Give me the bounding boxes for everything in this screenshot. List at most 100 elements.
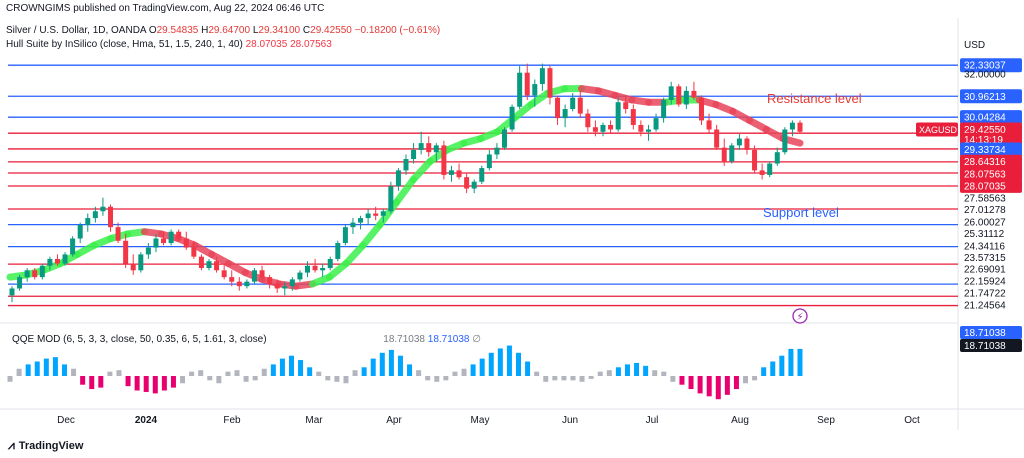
hull-indicator-name: Hull Suite by InSilico (close, Hma, 51, …	[6, 39, 243, 50]
candle-body	[517, 72, 523, 107]
qqe-bar	[652, 370, 658, 376]
candle-body	[608, 124, 614, 130]
qqe-bar	[561, 376, 567, 381]
price-label: 30.96213	[964, 92, 1006, 103]
qqe-bar	[107, 371, 113, 376]
event-marker-icon	[792, 308, 808, 324]
change-value: −0.18200 (−0.61%)	[354, 25, 441, 36]
candle-body	[365, 213, 371, 219]
qqe-bar	[688, 376, 694, 390]
candle-body	[214, 261, 220, 271]
price-label: 29.33734	[964, 145, 1006, 156]
high-value: 29.64700	[208, 25, 251, 36]
qqe-bar	[225, 371, 231, 376]
candle-body	[691, 90, 697, 98]
candle-body	[39, 265, 45, 278]
candle-body	[471, 181, 477, 189]
price-label: 30.04284	[964, 113, 1006, 124]
candle-body	[161, 238, 167, 244]
time-tick-2024: 2024	[135, 415, 158, 426]
hull-legend: Hull Suite by InSilico (close, Hma, 51, …	[6, 39, 332, 50]
price-label: 22.69091	[964, 265, 1006, 276]
qqe-bar	[198, 370, 204, 376]
candle-body	[638, 124, 644, 132]
qqe-bar	[152, 376, 158, 394]
symbol-legend: Silver / U.S. Dollar, 1D, OANDA O29.5483…	[6, 25, 441, 36]
qqe-bar	[298, 360, 304, 376]
candle-body	[380, 211, 386, 216]
qqe-bar	[61, 364, 67, 376]
qqe-bar	[279, 358, 285, 376]
candle-body	[274, 283, 280, 289]
candle-body	[100, 206, 106, 212]
candle-body	[524, 72, 530, 96]
tradingview-logo-icon: ⩘	[8, 438, 15, 452]
symbol-name: Silver / U.S. Dollar, 1D, OANDA	[6, 25, 147, 36]
price-label-bg	[960, 154, 1022, 169]
qqe-indicator-name: QQE MOD (6, 5, 3, 3, close, 50, 0.35, 6,…	[12, 334, 267, 345]
price-label: 32.00000	[964, 69, 1006, 80]
price-label: 21.74722	[964, 289, 1006, 300]
candle-body	[373, 213, 379, 216]
qqe-axis-label: 18.71038	[964, 328, 1006, 339]
candle-body	[661, 99, 667, 119]
price-label: 28.07035	[964, 181, 1006, 192]
candle-body	[138, 254, 144, 271]
tradingview-brand: TradingView	[18, 439, 84, 452]
candle-body	[289, 279, 295, 287]
qqe-bar	[752, 376, 758, 381]
candle-body	[320, 268, 326, 271]
qqe-bar	[252, 376, 258, 381]
hull-value-1: 28.07035	[245, 39, 288, 50]
candle-body	[623, 102, 629, 110]
candle-body	[350, 222, 356, 228]
candle-body	[24, 270, 30, 278]
price-label: 14:13:19	[964, 135, 1003, 146]
price-label: 24.34116	[964, 241, 1005, 252]
qqe-bar	[116, 370, 122, 376]
annotations: Resistance level Support level ⚡	[763, 91, 862, 324]
qqe-bar	[579, 376, 585, 382]
qqe-histogram	[7, 345, 803, 400]
hull-segment	[359, 221, 384, 249]
qqe-bar	[207, 376, 213, 381]
candle-body	[547, 68, 553, 98]
candle-body	[191, 247, 197, 257]
qqe-bar	[89, 376, 95, 390]
tradingview-logo[interactable]: ⩘ TradingView	[8, 438, 83, 453]
hull-value-2: 28.07563	[290, 39, 332, 50]
qqe-bar	[679, 376, 685, 385]
qqe-label-bg	[960, 326, 1022, 339]
price-label: 23.57315	[964, 253, 1006, 264]
qqe-bar	[261, 368, 267, 376]
price-label: 28.07563	[964, 169, 1006, 180]
qqe-bar	[334, 376, 340, 382]
annotation-support-level: Support level	[763, 205, 839, 220]
qqe-bar	[388, 349, 394, 376]
qqe-bar	[470, 364, 476, 376]
hull-suite-band	[6, 85, 804, 290]
qqe-bar	[779, 355, 785, 376]
candle-body	[456, 170, 462, 178]
candle-body	[62, 254, 68, 264]
candle-body	[229, 277, 235, 282]
candle-body	[221, 270, 227, 278]
qqe-bar	[615, 367, 621, 376]
candle-body	[668, 86, 674, 100]
qqe-bar	[270, 364, 276, 376]
horizontal-levels	[8, 64, 958, 307]
candle-body	[433, 145, 439, 153]
candle-body	[32, 270, 38, 278]
qqe-bar	[516, 352, 522, 376]
qqe-bar	[307, 367, 313, 376]
candle-body	[577, 97, 583, 114]
candle-body	[426, 143, 432, 153]
qqe-bar	[125, 376, 131, 387]
price-label-bg	[960, 142, 1022, 157]
candle-body	[592, 127, 598, 132]
candle-body	[70, 238, 76, 255]
candle-body	[585, 113, 591, 128]
qqe-bar	[170, 376, 176, 388]
candle-body	[774, 152, 780, 164]
